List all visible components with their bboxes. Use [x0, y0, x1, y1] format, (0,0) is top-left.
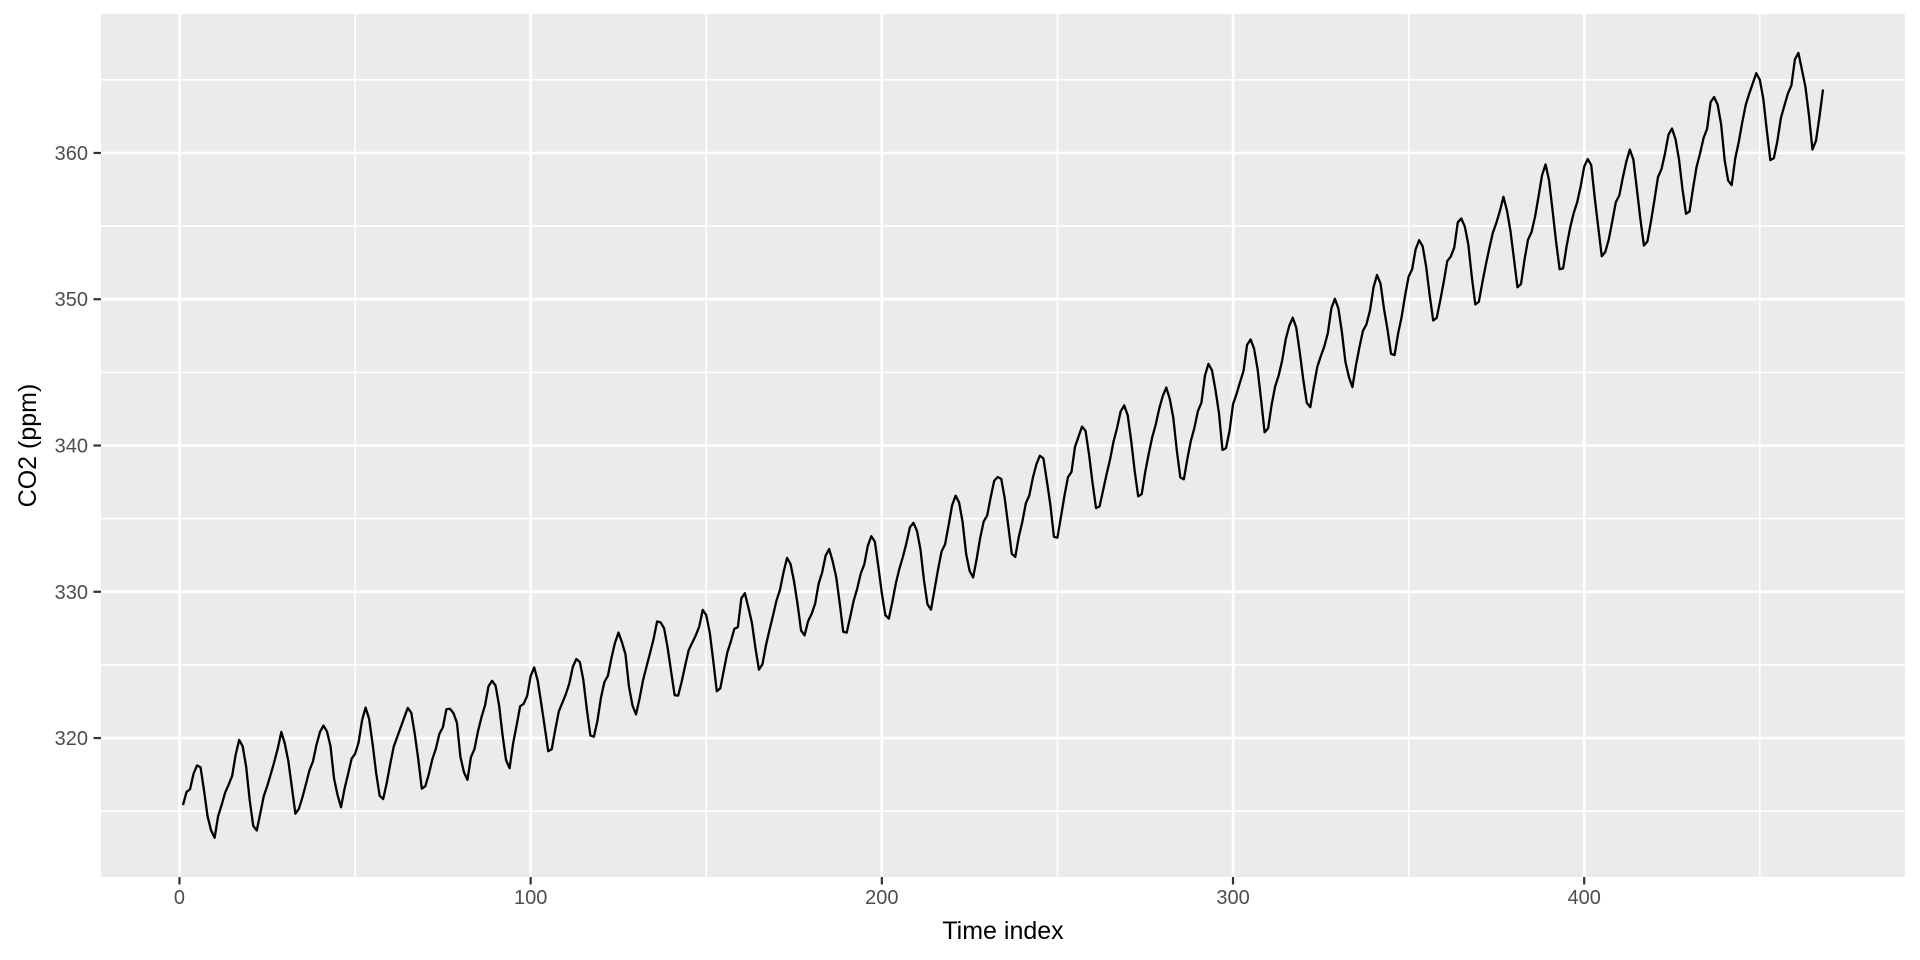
x-tick-label: 0	[174, 887, 185, 909]
y-axis-title: CO2 (ppm)	[14, 384, 42, 508]
y-tick-label: 360	[55, 143, 88, 165]
y-tick-label: 340	[55, 436, 88, 458]
y-tick-label: 320	[55, 728, 88, 750]
plot-area: 0 100 200 300 400 320 330 340 350 360	[55, 14, 1905, 909]
x-axis-title: Time index	[942, 917, 1064, 945]
x-tick-label: 100	[514, 887, 547, 909]
co2-series-line	[181, 51, 1825, 839]
x-tick-label: 300	[1216, 887, 1249, 909]
y-tick-label: 330	[55, 582, 88, 604]
x-tick-label: 200	[865, 887, 898, 909]
x-tick-label: 400	[1568, 887, 1601, 909]
y-tick-label: 350	[55, 289, 88, 311]
